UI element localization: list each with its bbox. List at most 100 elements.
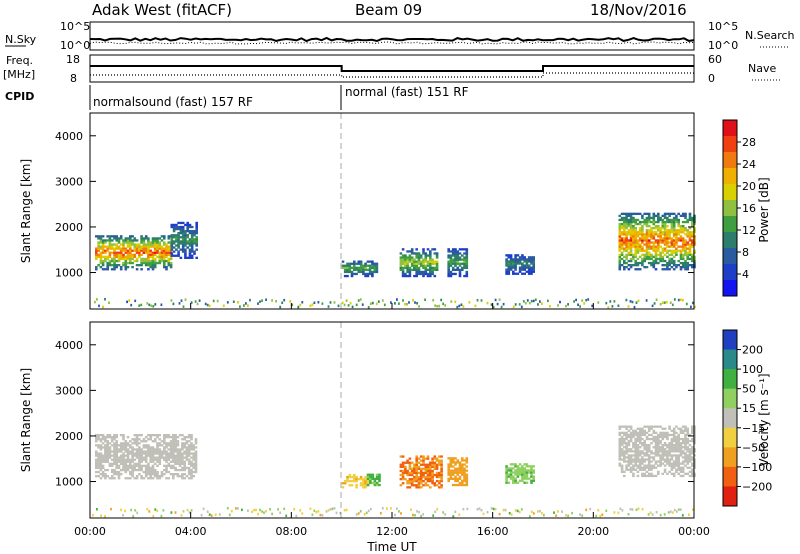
power-cell xyxy=(181,234,185,237)
power-cell xyxy=(666,220,669,224)
velocity-cell xyxy=(142,458,146,461)
power-cell xyxy=(645,266,649,269)
velocity-cell xyxy=(187,473,191,476)
power-cell xyxy=(620,212,624,215)
power-cell xyxy=(433,260,437,263)
velocity-cell xyxy=(181,454,184,457)
velocity-cell xyxy=(160,450,164,453)
velocity-cell xyxy=(375,477,379,480)
velocity-cell xyxy=(113,468,116,472)
power-cell xyxy=(115,235,118,238)
velocity-cell xyxy=(686,439,689,443)
velocity-cell xyxy=(641,456,644,459)
x-tick-label: 08:00 xyxy=(275,525,307,538)
velocity-cell xyxy=(183,456,186,459)
velocity-cell xyxy=(126,448,130,451)
power-cell xyxy=(163,264,166,267)
power-cell xyxy=(451,268,455,271)
power-cell xyxy=(135,245,139,248)
velocity-cell xyxy=(131,456,134,459)
velocity-cell xyxy=(129,477,132,480)
velocity-cell xyxy=(172,456,175,459)
velocity-cell xyxy=(652,435,656,439)
velocity-cell xyxy=(686,437,689,441)
power-cell xyxy=(650,264,653,267)
velocity-cell xyxy=(654,446,658,449)
power-cell xyxy=(509,266,513,269)
velocity-cell xyxy=(181,475,184,478)
power-cell xyxy=(181,227,185,231)
power-colorbar-tick-label: 12 xyxy=(742,224,756,237)
power-cell xyxy=(133,239,137,242)
power-cell xyxy=(167,257,171,261)
power-cell xyxy=(677,231,680,234)
velocity-cell xyxy=(571,511,573,515)
velocity-cell xyxy=(192,464,195,467)
power-cell xyxy=(641,245,644,248)
velocity-cell xyxy=(684,437,687,441)
velocity-cell xyxy=(144,470,148,474)
velocity-cell xyxy=(142,440,146,443)
velocity-cell xyxy=(668,460,671,463)
power-cell xyxy=(507,266,511,269)
power-cell xyxy=(524,302,527,305)
power-cell xyxy=(681,247,685,250)
velocity-cell xyxy=(419,469,423,473)
velocity-cell xyxy=(408,471,412,475)
velocity-cell xyxy=(187,458,191,461)
power-cell xyxy=(343,268,347,271)
power-cell xyxy=(652,233,656,236)
velocity-cell xyxy=(643,474,646,478)
velocity-cell xyxy=(131,475,134,478)
velocity-cell xyxy=(650,466,653,469)
power-cell xyxy=(375,268,379,271)
velocity-cell xyxy=(156,442,159,445)
power-cell xyxy=(167,241,171,244)
velocity-cell xyxy=(449,459,453,462)
velocity-cell xyxy=(271,512,273,516)
power-cell xyxy=(663,253,667,256)
velocity-cell xyxy=(192,456,195,459)
power-cell xyxy=(684,264,687,267)
velocity-cell xyxy=(165,436,168,439)
power-cell xyxy=(101,235,105,238)
power-cell xyxy=(627,247,631,250)
power-cell xyxy=(184,298,187,301)
power-cell xyxy=(532,262,535,265)
velocity-cell xyxy=(399,455,403,458)
velocity-cell xyxy=(355,486,358,489)
power-cell xyxy=(677,212,680,215)
freq-label: Freq. xyxy=(6,54,33,67)
power-cell xyxy=(101,245,105,248)
power-cell xyxy=(124,247,128,250)
velocity-cell xyxy=(643,466,646,469)
power-cell xyxy=(184,223,187,227)
power-cell xyxy=(99,266,103,269)
velocity-cell xyxy=(647,464,651,467)
velocity-cell xyxy=(681,460,685,463)
velocity-cell xyxy=(106,442,109,445)
power-cell xyxy=(151,243,155,246)
power-cell xyxy=(518,262,522,265)
power-cell xyxy=(686,266,689,269)
power-cell xyxy=(688,245,692,248)
velocity-cell xyxy=(634,437,637,441)
power-cell xyxy=(681,229,685,232)
velocity-cell xyxy=(129,446,132,449)
velocity-colorbar-swatch xyxy=(723,486,737,507)
velocity-cell xyxy=(153,456,157,459)
velocity-cell xyxy=(691,458,694,461)
power-cell xyxy=(627,305,630,308)
power-cell xyxy=(623,268,626,271)
power-cell xyxy=(97,245,100,248)
velocity-cell xyxy=(110,436,114,439)
power-cell xyxy=(119,237,123,240)
velocity-cell xyxy=(104,458,107,461)
velocity-cell xyxy=(641,460,644,463)
power-cell xyxy=(346,270,349,274)
power-cell xyxy=(643,257,646,261)
power-cell xyxy=(188,256,192,259)
velocity-cell xyxy=(178,462,182,465)
power-cell xyxy=(337,304,340,308)
